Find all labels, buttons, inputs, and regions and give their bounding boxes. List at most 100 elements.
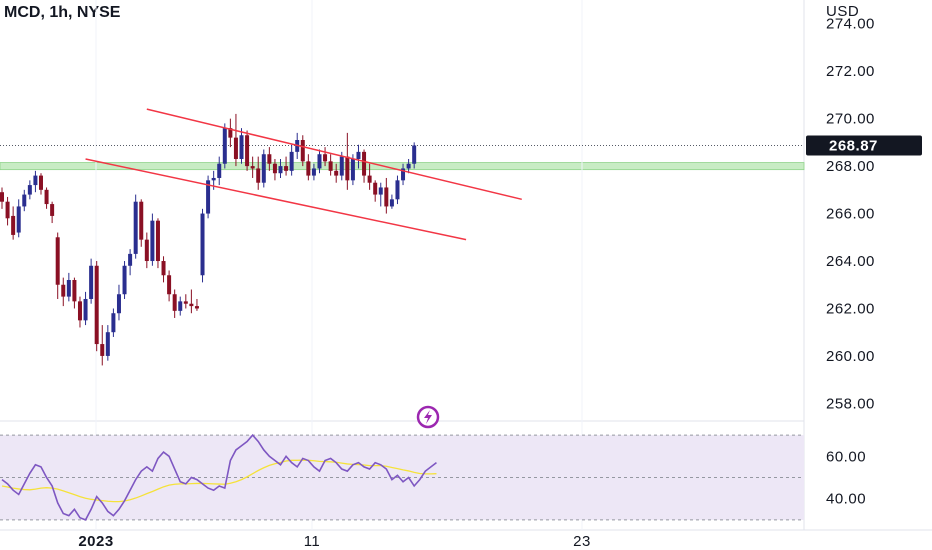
candle (206, 175, 211, 219)
candle-body (228, 128, 233, 138)
candle-body (66, 280, 71, 297)
candle (66, 272, 71, 302)
candle-body (122, 265, 127, 295)
candle (33, 170, 38, 193)
candle-body (61, 284, 66, 297)
candle (122, 261, 127, 299)
price-tick-label: 260.00 (826, 348, 875, 365)
candle (22, 189, 27, 212)
symbol-title[interactable]: MCD, 1h, NYSE (4, 4, 121, 21)
candle-body (128, 253, 133, 266)
candle (362, 149, 367, 183)
candle (289, 144, 294, 176)
candle (367, 163, 372, 190)
candle (311, 163, 316, 181)
candle-body (267, 154, 272, 164)
candle (167, 270, 172, 302)
candle-body (306, 161, 311, 176)
candle (133, 194, 138, 259)
candle (44, 187, 49, 209)
candle-body (172, 294, 177, 311)
candle-body (55, 237, 60, 285)
candle-body (161, 261, 166, 276)
candle (89, 258, 94, 304)
price-tag-box (806, 135, 922, 156)
candle (72, 277, 77, 309)
candle (100, 325, 105, 366)
candle (183, 294, 188, 309)
candle-body (412, 145, 417, 164)
rsi-ma-line (1, 459, 437, 503)
candle (161, 256, 166, 283)
candle (5, 196, 10, 226)
price-tick-label: 262.00 (826, 300, 875, 317)
price-tick-label: 258.00 (826, 395, 875, 412)
time-ticks: 2023 11 23 (78, 533, 590, 550)
lightning-icon[interactable] (416, 405, 440, 429)
candle (38, 173, 43, 195)
candle (222, 123, 227, 169)
candle (245, 130, 250, 171)
candle-body (289, 151, 294, 171)
candle-body (22, 194, 27, 207)
candle (139, 199, 144, 247)
candle (77, 296, 82, 328)
candle-body (395, 180, 400, 200)
channel-lower-line[interactable] (85, 158, 467, 241)
candle-body (384, 187, 389, 207)
candle-body (133, 201, 138, 254)
rsi-line (1, 433, 437, 521)
candle (178, 296, 183, 316)
candle (228, 118, 233, 148)
candle (317, 149, 322, 174)
rsi-tick-label: 40.00 (826, 491, 866, 508)
candle-body (311, 168, 316, 176)
candle (150, 213, 155, 266)
candle-body (284, 166, 289, 171)
candle-body (27, 185, 32, 195)
candle-body (100, 344, 105, 356)
candle-body (89, 265, 94, 299)
candle-body (72, 280, 77, 302)
candle-body (94, 265, 99, 345)
candle-body (239, 135, 244, 159)
candle-body (317, 154, 322, 169)
candle-body (345, 156, 350, 181)
candle (233, 113, 238, 167)
candle-body (44, 189, 49, 205)
candle (116, 284, 121, 321)
candle (384, 177, 389, 214)
candle-body (189, 303, 194, 307)
candle (189, 289, 194, 314)
channel-upper-line[interactable] (146, 108, 522, 201)
trend-channel[interactable] (85, 108, 522, 241)
candle-body (0, 192, 4, 202)
candle (284, 156, 289, 176)
price-tick-label: 268.00 (826, 158, 875, 175)
candle (406, 158, 411, 174)
candle (356, 144, 361, 169)
candle-body (150, 220, 155, 262)
candle (172, 289, 177, 318)
time-tick-label: 2023 (78, 533, 113, 550)
candle (278, 158, 283, 178)
candle (61, 277, 66, 307)
candle (272, 158, 277, 181)
candle (334, 163, 339, 183)
candle-body (261, 154, 266, 183)
candle-body (233, 137, 238, 159)
candle-body (155, 220, 160, 262)
price-tag-label: 268.87 (829, 137, 878, 154)
candle-body (38, 175, 43, 190)
candle (401, 163, 406, 186)
candle (373, 180, 378, 202)
candle-body (178, 301, 183, 311)
price-tick-label: 272.00 (826, 63, 875, 80)
candle (239, 128, 244, 164)
candle-body (356, 151, 361, 159)
candle (128, 249, 133, 276)
currency-label: USD (826, 3, 859, 20)
candle (267, 147, 272, 171)
